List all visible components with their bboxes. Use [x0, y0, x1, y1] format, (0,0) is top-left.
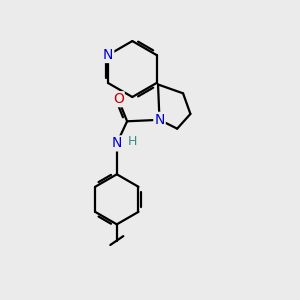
Text: N: N [154, 113, 165, 127]
Text: O: O [113, 92, 124, 106]
Text: N: N [112, 136, 122, 150]
Text: H: H [128, 134, 137, 148]
Text: N: N [103, 48, 113, 62]
